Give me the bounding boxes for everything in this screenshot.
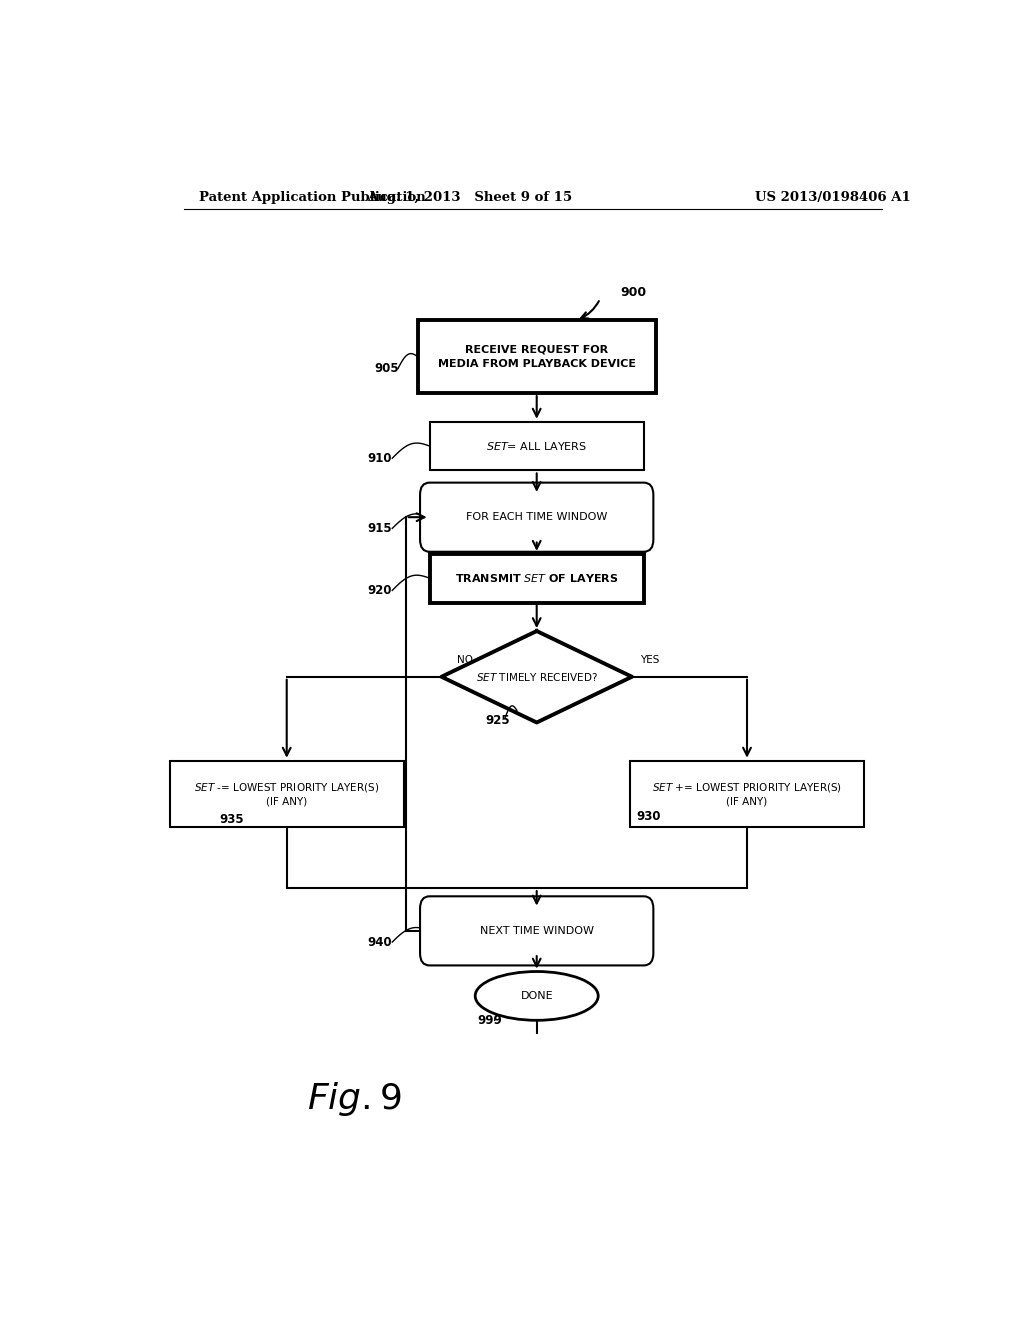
Text: TRANSMIT $\mathit{SET}$ OF LAYERS: TRANSMIT $\mathit{SET}$ OF LAYERS xyxy=(455,572,618,585)
Text: 905: 905 xyxy=(374,362,398,375)
Text: $\mathit{SET}$ -= LOWEST PRIORITY LAYER(S)
(IF ANY): $\mathit{SET}$ -= LOWEST PRIORITY LAYER(… xyxy=(195,780,379,807)
Text: DONE: DONE xyxy=(520,991,553,1001)
Text: 930: 930 xyxy=(636,809,660,822)
Ellipse shape xyxy=(475,972,598,1020)
Text: 915: 915 xyxy=(368,521,392,535)
Text: FOR EACH TIME WINDOW: FOR EACH TIME WINDOW xyxy=(466,512,607,523)
Text: NO: NO xyxy=(458,655,473,664)
Text: 910: 910 xyxy=(368,451,392,465)
Text: 920: 920 xyxy=(368,583,392,597)
Bar xyxy=(630,760,864,826)
Text: $\mathit{SET}$ += LOWEST PRIORITY LAYER(S)
(IF ANY): $\mathit{SET}$ += LOWEST PRIORITY LAYER(… xyxy=(652,780,842,807)
Text: NEXT TIME WINDOW: NEXT TIME WINDOW xyxy=(479,925,594,936)
Text: YES: YES xyxy=(640,655,659,664)
Text: 999: 999 xyxy=(477,1014,502,1027)
Text: 935: 935 xyxy=(219,813,244,825)
FancyBboxPatch shape xyxy=(420,896,653,965)
FancyBboxPatch shape xyxy=(420,483,653,552)
Text: 940: 940 xyxy=(368,936,392,949)
Text: $\mathit{SET}$= ALL LAYERS: $\mathit{SET}$= ALL LAYERS xyxy=(486,440,588,451)
Text: Patent Application Publication: Patent Application Publication xyxy=(200,190,426,203)
Text: $\mathit{SET}$ TIMELY RECEIVED?: $\mathit{SET}$ TIMELY RECEIVED? xyxy=(476,671,598,682)
Text: 900: 900 xyxy=(620,286,646,300)
Bar xyxy=(430,554,644,602)
Bar xyxy=(430,421,644,470)
Bar xyxy=(170,760,403,826)
Bar xyxy=(418,319,655,393)
Polygon shape xyxy=(441,631,632,722)
Text: Aug. 1, 2013   Sheet 9 of 15: Aug. 1, 2013 Sheet 9 of 15 xyxy=(367,190,571,203)
Text: RECEIVE REQUEST FOR
MEDIA FROM PLAYBACK DEVICE: RECEIVE REQUEST FOR MEDIA FROM PLAYBACK … xyxy=(437,345,636,368)
Text: US 2013/0198406 A1: US 2013/0198406 A1 xyxy=(755,190,910,203)
Text: 925: 925 xyxy=(485,714,510,727)
Text: $\mathbf{\mathit{Fig.9}}$: $\mathbf{\mathit{Fig.9}}$ xyxy=(306,1080,401,1118)
